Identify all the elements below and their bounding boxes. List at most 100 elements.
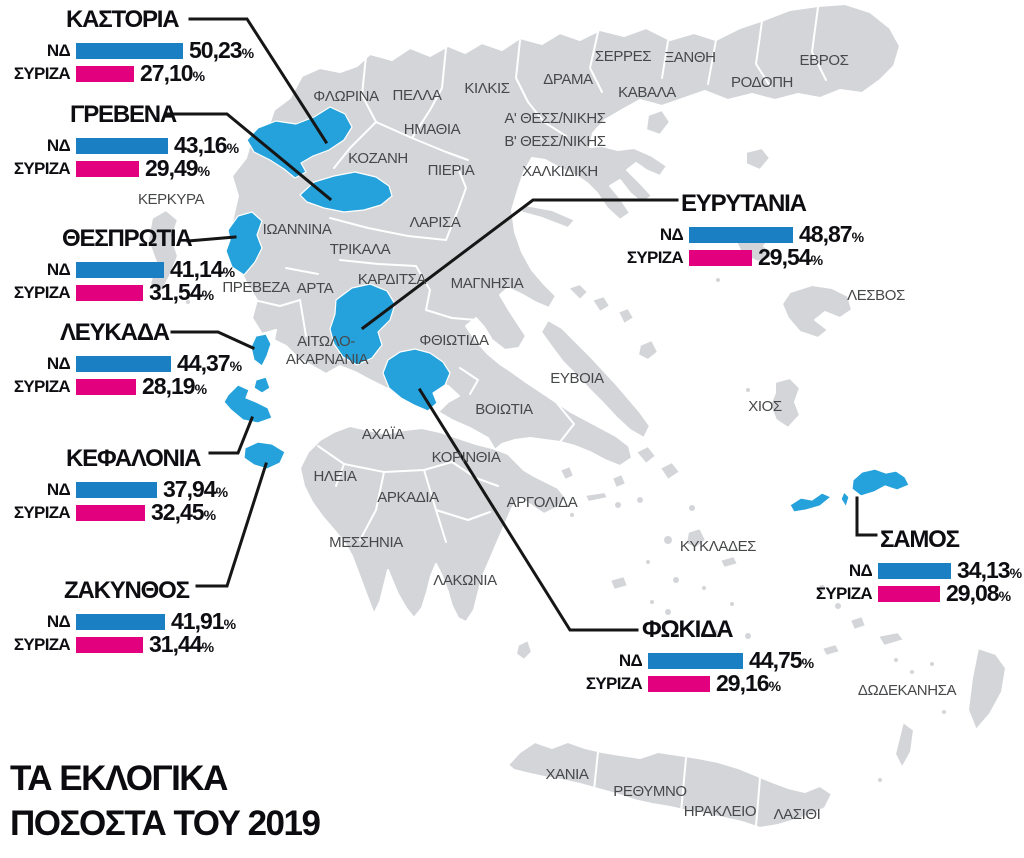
region-callout-zakynthos: ΖΑΚΥΝΘΟΣ ΝΔ 41,91% ΣΥΡΙΖΑ 31,44% <box>2 578 236 658</box>
syriza-bar <box>878 585 940 602</box>
nd-value: 41,91% <box>171 608 236 635</box>
leader-lefkada <box>170 330 255 350</box>
nd-value: 44,37% <box>177 350 242 377</box>
paxi-islet <box>184 298 192 306</box>
map-label-preveza: ΠΡΕΒΕΖΑ <box>222 279 290 296</box>
percent-sign: % <box>201 639 215 655</box>
chalkidiki-sliver <box>519 204 576 229</box>
main-title: ΤΑ ΕΚΛΟΓΙΚΑ ΠΟΣΟΣΤΑ ΤΟΥ 2019 <box>10 756 321 846</box>
syriza-value: 28,19% <box>142 373 207 400</box>
syriza-result-row: ΣΥΡΙΖΑ 29,08% <box>800 580 1022 606</box>
nd-value-number: 34,13 <box>957 557 1011 583</box>
syriza-bar <box>76 378 136 395</box>
hydra-shape <box>584 491 609 503</box>
party-label-nd: ΝΔ <box>46 479 71 499</box>
nd-bar <box>76 42 183 59</box>
karpathos-shape <box>894 721 915 769</box>
nd-result-row: ΝΔ 37,94% <box>2 476 229 502</box>
map-label-lakonia: ΛΑΚΩΝΙΑ <box>433 572 497 589</box>
rhodes-shape <box>967 647 1007 731</box>
region-shape-fokida <box>382 348 451 412</box>
syriza-value: 29,49% <box>145 155 210 182</box>
nd-result-row: ΝΔ 44,75% <box>558 647 814 673</box>
syriza-result-row: ΣΥΡΙΖΑ 29,16% <box>558 670 814 697</box>
region-callout-fokida: ΦΩΚΙΔΑ ΝΔ 44,75% ΣΥΡΙΖΑ 29,16% <box>558 616 814 697</box>
nd-value: 43,16% <box>174 132 239 159</box>
syriza-result-row: ΣΥΡΙΖΑ 27,10% <box>2 60 254 86</box>
nd-bar <box>76 261 164 278</box>
map-label-aitolo-line2: ΑΚΑΡΝΑΝΙΑ <box>286 351 369 368</box>
region-name: ΘΕΣΠΡΩΤΙΑ <box>62 225 193 252</box>
percent-sign: % <box>226 140 240 156</box>
kasos-islet <box>876 776 884 784</box>
region-name: ΦΩΚΙΔΑ <box>642 616 734 643</box>
map-label-trikala: ΤΡΙΚΑΛΑ <box>330 241 391 258</box>
skopelos-shape <box>591 295 611 313</box>
region-callout-evrytania: ΕΥΡΥΤΑΝΙΑ ΝΔ 48,87% ΣΥΡΙΖΑ 29,54% <box>605 191 864 271</box>
syriza-bar <box>689 249 752 266</box>
party-label-nd: ΝΔ <box>848 560 873 580</box>
mainland-shape <box>231 3 901 467</box>
map-label-pieria: ΠΙΕΡΙΑ <box>428 162 475 179</box>
percent-sign: % <box>197 163 211 179</box>
nd-result-row: ΝΔ 48,87% <box>605 221 864 247</box>
map-label-arkadia: ΑΡΚΑΔΙΑ <box>377 489 439 506</box>
map-label-lasithi: ΛΑΣΙΘΙ <box>774 806 821 823</box>
percent-sign: % <box>768 678 782 694</box>
region-callout-samos: ΣΑΜΟΣ ΝΔ 34,13% ΣΥΡΙΖΑ 29,08% <box>800 527 1022 607</box>
agios-efstratios-islet <box>714 276 722 284</box>
map-label-magnisia: ΜΑΓΝΗΣΙΑ <box>451 275 524 292</box>
syriza-value-number: 32,45 <box>151 499 205 525</box>
nd-result-row: ΝΔ 44,37% <box>2 350 242 377</box>
map-label-ioannina: ΙΩΑΝΝΙΝΑ <box>263 221 332 238</box>
party-label-syriza: ΣΥΡΙΖΑ <box>585 673 643 693</box>
leader-kastoria <box>188 17 329 145</box>
party-label-syriza: ΣΥΡΙΖΑ <box>13 63 71 83</box>
map-label-evvoia: ΕΥΒΟΙΑ <box>550 370 604 387</box>
syriza-value: 29,16% <box>716 670 781 697</box>
spetses-islet <box>568 511 576 519</box>
map-label-florina: ΦΛΩΡΙΝΑ <box>313 88 379 105</box>
region-shape-zakynthos <box>243 441 286 470</box>
nd-bar <box>689 226 793 243</box>
nd-value-number: 48,87 <box>799 221 853 247</box>
region-shape-thesprotia <box>225 211 263 276</box>
syriza-result-row: ΣΥΡΙΖΑ 28,19% <box>2 373 242 400</box>
region-name: ΛΕΥΚΑΔΑ <box>60 319 170 346</box>
map-label-irakleio: ΗΡΑΚΛΕΙΟ <box>684 803 756 820</box>
callout-leader-lines <box>165 17 878 632</box>
nd-value-number: 44,37 <box>177 350 231 376</box>
map-label-ileia: ΗΛΕΙΑ <box>313 468 356 485</box>
skiathos-shape <box>567 283 589 301</box>
party-label-nd: ΝΔ <box>46 135 71 155</box>
syriza-value: 32,45% <box>151 499 216 526</box>
region-shape-kastoria <box>246 106 353 179</box>
kythira-shape <box>515 639 533 661</box>
map-label-kavala: ΚΑΒΑΛΑ <box>618 84 676 101</box>
percent-sign: % <box>192 68 206 84</box>
region-name: ΚΑΣΤΟΡΙΑ <box>66 6 180 33</box>
syriza-value: 31,54% <box>149 279 214 306</box>
syriza-value: 31,44% <box>149 631 214 658</box>
region-shape-ithaki <box>253 376 271 394</box>
nd-result-row: ΝΔ 50,23% <box>2 37 254 63</box>
syriza-result-row: ΣΥΡΙΖΑ 29,49% <box>2 155 239 182</box>
syriza-result-row: ΣΥΡΙΖΑ 32,45% <box>2 499 228 526</box>
nd-value: 34,13% <box>957 557 1022 584</box>
party-label-syriza: ΣΥΡΙΖΑ <box>13 634 71 654</box>
syriza-bar <box>76 284 143 301</box>
map-label-pella: ΠΕΛΛΑ <box>393 87 442 104</box>
party-label-syriza: ΣΥΡΙΖΑ <box>13 502 71 522</box>
party-label-syriza: ΣΥΡΙΖΑ <box>13 158 71 178</box>
leader-zakynthos <box>195 462 268 588</box>
map-label-kyklades: ΚΥΚΛΑΔΕΣ <box>680 538 756 555</box>
syriza-bar <box>76 160 139 177</box>
region-name: ΚΕΦΑΛΟΝΙΑ <box>66 445 201 472</box>
leader-evrytania <box>360 198 679 331</box>
region-shape-fourni <box>840 491 850 508</box>
percent-sign: % <box>215 484 229 500</box>
party-label-nd: ΝΔ <box>659 224 684 244</box>
map-label-lesvos: ΛΕΣΒΟΣ <box>847 287 905 304</box>
leader-fokida <box>417 387 639 632</box>
